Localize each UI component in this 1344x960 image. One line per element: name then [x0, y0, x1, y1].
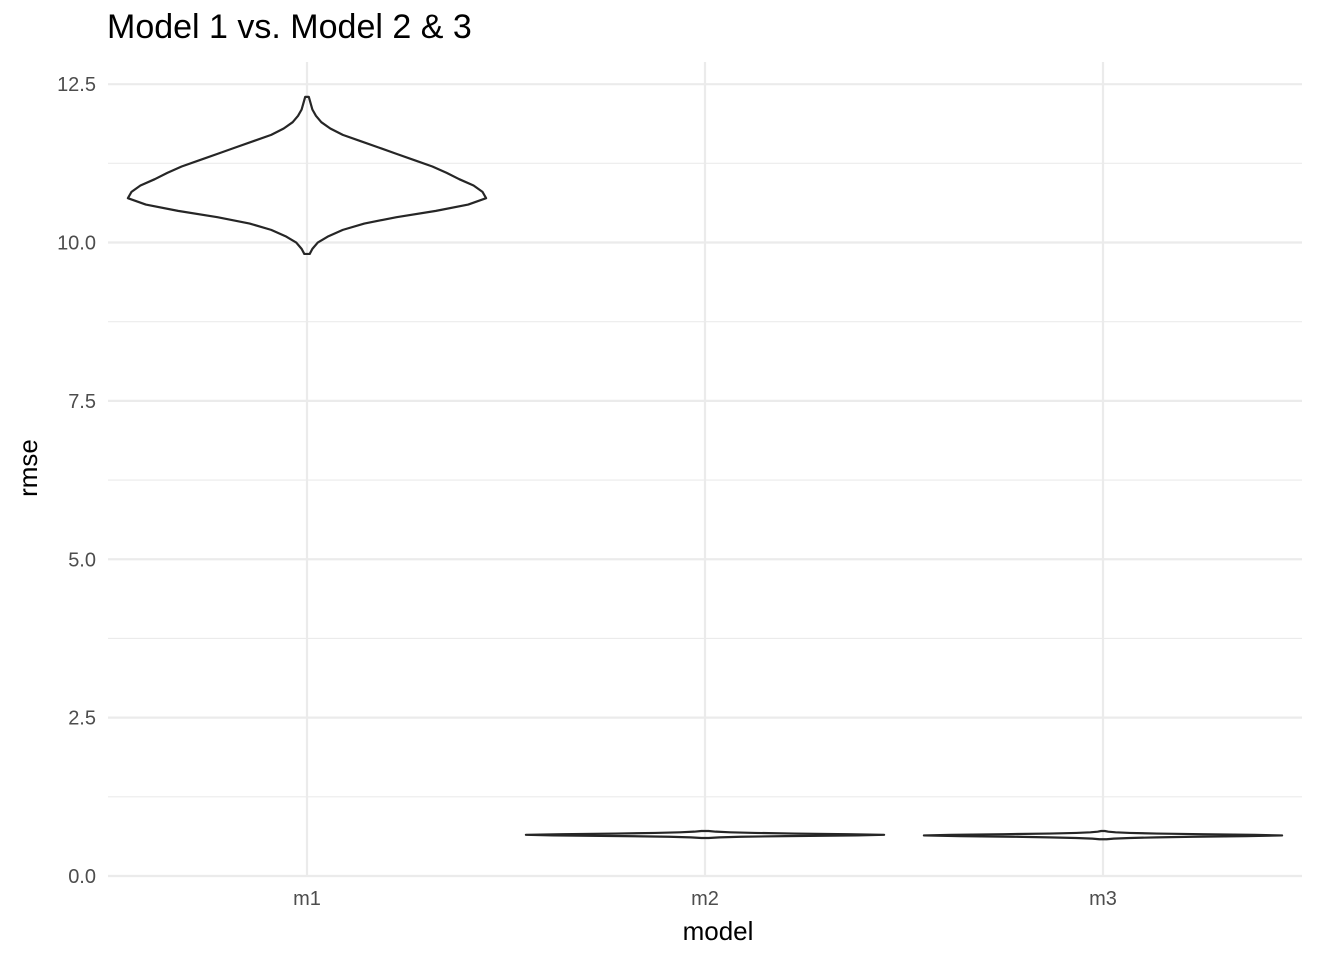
x-tick-label: m2: [691, 888, 719, 910]
grid: [108, 62, 1302, 878]
y-axis-ticks: 0.0 2.5 5.0 7.5 10.0 12.5: [57, 74, 96, 888]
chart-title: Model 1 vs. Model 2 & 3: [107, 8, 472, 46]
x-axis-title: model: [683, 916, 754, 946]
y-tick-label: 0.0: [68, 866, 96, 888]
y-tick-label: 12.5: [57, 74, 96, 96]
violin-m1: [126, 95, 488, 256]
violins: [126, 95, 1284, 841]
y-tick-label: 7.5: [68, 391, 96, 413]
x-tick-label: m1: [293, 888, 321, 910]
y-tick-label: 2.5: [68, 708, 96, 730]
y-tick-label: 10.0: [57, 233, 96, 255]
x-tick-label: m3: [1089, 888, 1117, 910]
violin-m3: [922, 829, 1284, 841]
violin-m2: [524, 829, 886, 840]
y-tick-label: 5.0: [68, 549, 96, 571]
y-axis-title: rmse: [13, 439, 43, 497]
x-axis-ticks: m1 m2 m3: [293, 888, 1117, 910]
